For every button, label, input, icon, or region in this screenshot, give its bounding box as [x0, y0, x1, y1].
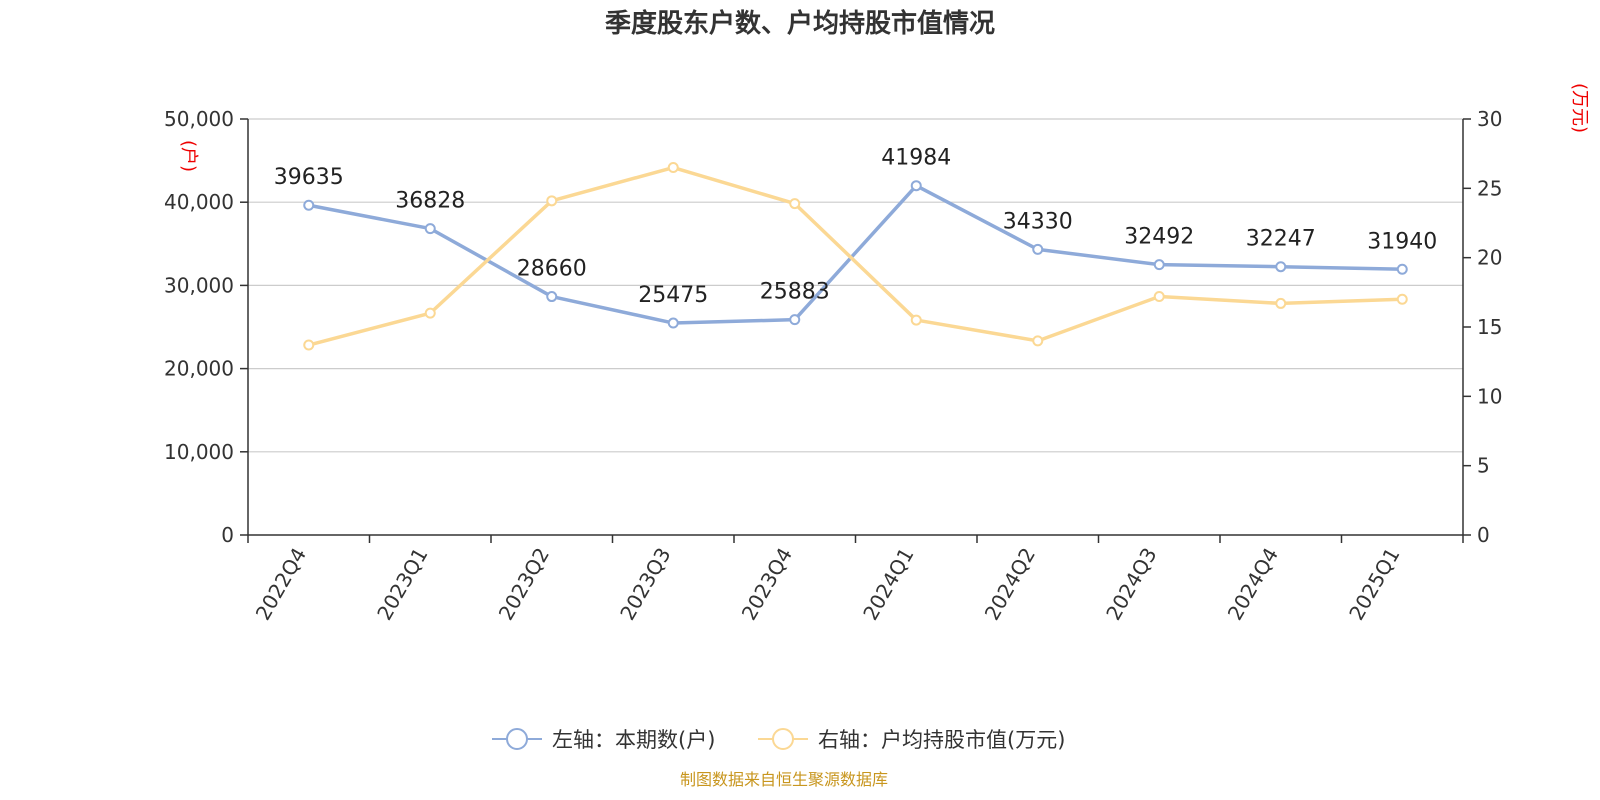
legend-label-left: 左轴：本期数(户) — [552, 728, 715, 752]
data-point — [667, 162, 679, 174]
data-point — [789, 198, 801, 210]
data-point — [546, 291, 558, 303]
left-tick-label: 50,000 — [164, 107, 234, 131]
right-tick-label: 20 — [1477, 246, 1502, 270]
right-tick-label: 5 — [1477, 454, 1490, 478]
series-line-avg-value — [308, 165, 1403, 347]
legend-marker-left — [506, 728, 528, 750]
legend[interactable]: 左轴：本期数(户) 右轴：户均持股市值(万元) — [492, 728, 1065, 752]
source-note: 制图数据来自恒生聚源数据库 — [680, 770, 888, 789]
right-axis-unit: (万元) — [1569, 83, 1590, 133]
data-label: 32247 — [1246, 227, 1316, 252]
legend-label-right: 右轴：户均持股市值(万元) — [818, 728, 1065, 752]
data-point — [1153, 259, 1165, 271]
series-line-households — [308, 183, 1403, 325]
right-tick-label: 0 — [1477, 523, 1490, 547]
x-tick-label: 2023Q2 — [494, 544, 554, 625]
data-label: 34330 — [1003, 209, 1073, 234]
data-point — [789, 314, 801, 326]
data-point — [910, 180, 922, 192]
data-label: 25883 — [760, 280, 830, 305]
legend-item-left-series[interactable]: 左轴：本期数(户) — [492, 728, 715, 752]
right-tick-label: 25 — [1477, 176, 1502, 200]
data-point — [546, 195, 558, 207]
legend-item-right-series[interactable]: 右轴：户均持股市值(万元) — [758, 728, 1065, 752]
data-point — [1396, 263, 1408, 275]
left-axis-unit: (户) — [178, 140, 199, 172]
right-tick-label: 30 — [1477, 107, 1502, 131]
data-point — [667, 317, 679, 329]
left-tick-label: 20,000 — [164, 357, 234, 381]
data-label: 32492 — [1124, 225, 1194, 250]
right-tick-label: 15 — [1477, 315, 1502, 339]
data-label: 41984 — [881, 146, 951, 171]
data-point — [1032, 335, 1044, 347]
chart-title: 季度股东户数、户均持股市值情况 — [605, 8, 995, 39]
data-point — [424, 223, 436, 235]
right-tick-label: 10 — [1477, 384, 1502, 408]
axes: 010,00020,00030,00040,00050,000051015202… — [164, 107, 1502, 624]
data-label: 36828 — [395, 189, 465, 214]
data-point — [1275, 261, 1287, 273]
data-point — [1032, 243, 1044, 255]
data-point — [1153, 290, 1165, 302]
data-point — [303, 339, 315, 351]
left-tick-label: 40,000 — [164, 190, 234, 214]
x-tick-label: 2022Q4 — [251, 544, 311, 625]
series-layer — [303, 162, 1408, 351]
left-tick-label: 10,000 — [164, 440, 234, 464]
x-tick-label: 2024Q3 — [1101, 544, 1161, 625]
x-tick-label: 2024Q2 — [980, 544, 1040, 625]
grid-lines — [248, 118, 1463, 453]
legend-marker-right — [772, 728, 794, 750]
data-point — [1275, 297, 1287, 309]
x-tick-label: 2023Q1 — [372, 544, 432, 625]
data-label: 28660 — [517, 257, 587, 282]
x-tick-label: 2024Q4 — [1223, 544, 1283, 625]
data-label: 25475 — [638, 283, 708, 308]
data-label: 31940 — [1367, 229, 1437, 254]
x-tick-label: 2023Q3 — [615, 544, 675, 625]
x-tick-label: 2025Q1 — [1344, 544, 1404, 625]
data-point — [1396, 293, 1408, 305]
data-labels: 39635 36828 28660 25475 25883 41984 34330 32492… — [274, 146, 1438, 308]
data-label: 39635 — [274, 165, 344, 190]
data-point — [910, 314, 922, 326]
x-tick-label: 2024Q1 — [858, 544, 918, 625]
left-tick-label: 0 — [221, 523, 234, 547]
data-point — [303, 199, 315, 211]
x-tick-label: 2023Q4 — [737, 544, 797, 625]
data-point — [424, 307, 436, 319]
left-tick-label: 30,000 — [164, 273, 234, 297]
